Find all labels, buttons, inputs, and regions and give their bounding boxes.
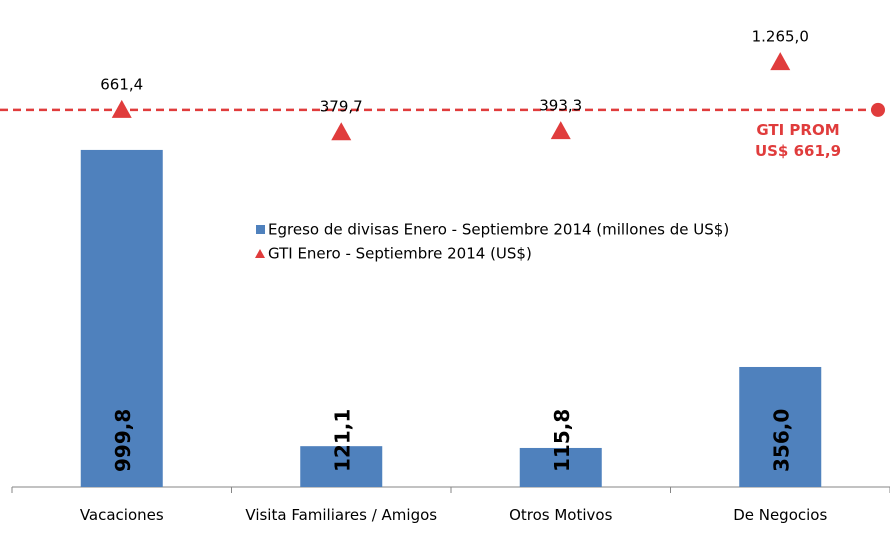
marker — [111, 99, 132, 118]
marker-value-label: 393,3 — [539, 97, 582, 115]
reference-label: US$ 661,9 — [755, 142, 841, 160]
legend-swatch — [256, 225, 265, 234]
x-tick-label: Otros Motivos — [509, 506, 613, 524]
x-tick-label: Visita Familiares / Amigos — [245, 506, 438, 524]
legend-swatch — [255, 249, 265, 258]
bar-value-label: 115,8 — [550, 409, 574, 472]
bar-value-label: 356,0 — [769, 409, 793, 472]
bar — [80, 149, 163, 488]
bar-value-label: 121,1 — [330, 409, 354, 472]
reference-dot — [871, 102, 885, 117]
reference-label: GTI PROM — [756, 121, 839, 139]
marker — [550, 121, 571, 140]
bar — [739, 366, 822, 487]
bar — [300, 446, 383, 487]
bar-value-label: 999,8 — [111, 409, 135, 472]
x-tick-label: Vacaciones — [79, 506, 164, 524]
bar — [519, 447, 602, 487]
marker-value-label: 379,7 — [320, 98, 363, 116]
marker-value-label: 1.265,0 — [752, 28, 809, 46]
marker — [331, 122, 352, 141]
legend-label: Egreso de divisas Enero - Septiembre 201… — [268, 221, 729, 239]
marker-value-label: 661,4 — [100, 75, 143, 93]
legend-label: GTI Enero - Septiembre 2014 (US$) — [268, 245, 532, 263]
marker — [770, 52, 791, 71]
x-tick-label: De Negocios — [733, 506, 828, 524]
